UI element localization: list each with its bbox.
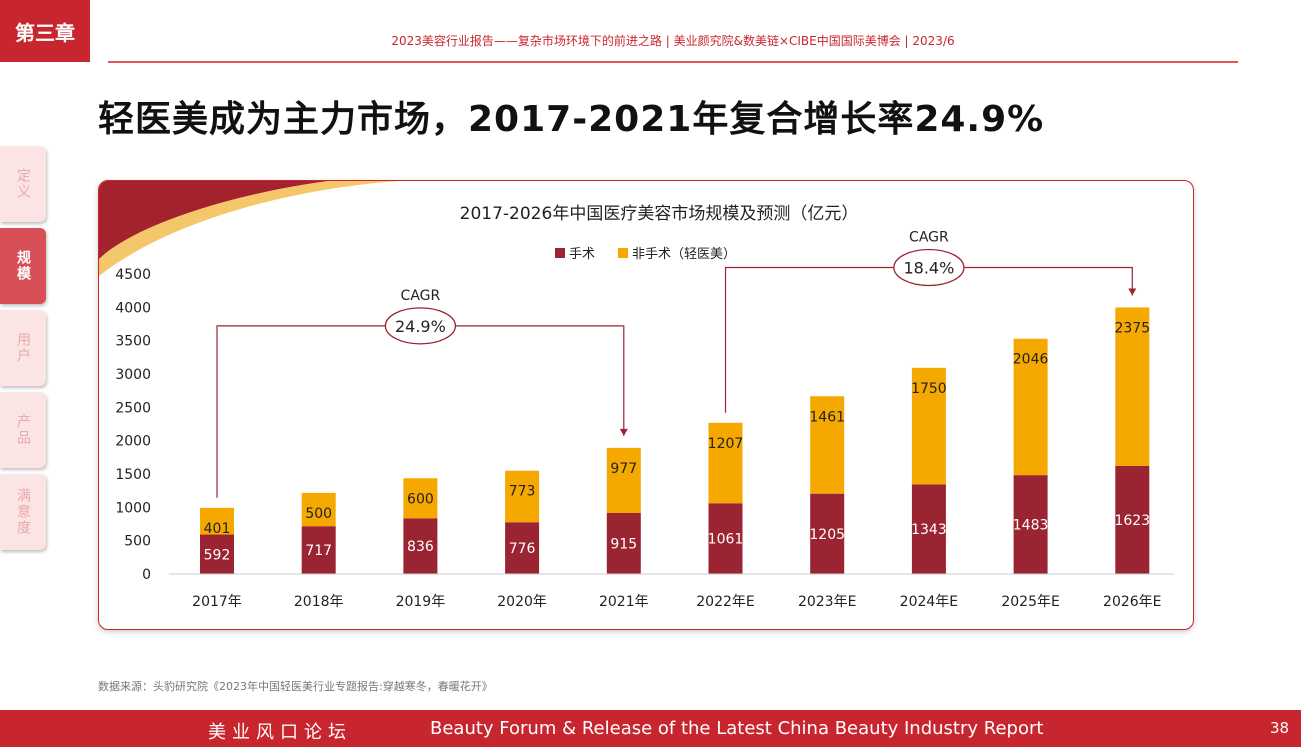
footer-english-title: Beauty Forum & Release of the Latest Chi… [430, 718, 1044, 739]
bar-surgical [403, 518, 438, 574]
x-tick-label: 2017年 [192, 594, 242, 610]
bar-non-surgical [810, 396, 845, 494]
data-label-non-surgical: 773 [509, 484, 536, 500]
data-label-surgical: 836 [407, 539, 434, 555]
bar-non-surgical [301, 492, 336, 527]
y-tick-label: 2500 [115, 400, 151, 416]
side-tab-nav: 定义 规模 用户 产品 满意度 [0, 146, 46, 556]
bar-surgical [708, 503, 743, 574]
cagr-label: CAGR [401, 288, 441, 304]
data-label-surgical: 776 [509, 541, 536, 557]
page-title: 轻医美成为主力市场，2017-2021年复合增长率24.9% [98, 99, 1045, 140]
x-tick-label: 2022年E [696, 594, 754, 610]
cagr-label: CAGR [909, 229, 949, 245]
bar-surgical [200, 534, 234, 574]
bar-non-surgical [708, 422, 743, 504]
side-tab-users[interactable]: 用户 [0, 310, 46, 386]
data-label-surgical: 915 [610, 537, 637, 553]
bar-group: 592 401 717 500 836 600 776 773 915 977 1061 1207 12… [200, 307, 1150, 574]
side-tab-products[interactable]: 产品 [0, 392, 46, 468]
y-tick-label: 2000 [115, 434, 151, 450]
data-label-non-surgical: 401 [204, 521, 231, 537]
bar-surgical [911, 484, 946, 574]
header-text: 2023美容行业报告——复杂市场环境下的前进之路 | 美业颜究院&数美链×CIB… [391, 34, 955, 48]
cagr-value: 24.9% [395, 317, 446, 336]
cagr-ellipse [893, 248, 965, 287]
cagr-ellipse [384, 307, 457, 345]
data-label-non-surgical: 500 [305, 506, 332, 522]
bar-surgical [1013, 475, 1048, 574]
cagr-arrow-head [619, 428, 628, 436]
cagr-bracket [216, 325, 625, 498]
y-tick-label: 4000 [115, 300, 151, 316]
y-tick-label: 0 [142, 567, 151, 583]
header-divider [108, 61, 1238, 63]
chapter-tag: 第三章 [0, 0, 90, 62]
y-axis: 0 500 1000 1500 2000 2500 3000 3500 4000 4500 [115, 267, 151, 583]
corner-swoosh-dark [99, 181, 329, 259]
x-tick-label: 2020年 [497, 594, 547, 610]
legend-label-non-surgical: 非手术（轻医美） [632, 247, 736, 262]
chart-card: 2017-2026年中国医疗美容市场规模及预测（亿元） 手术 非手术（轻医美） 0… [98, 180, 1194, 630]
side-tab-scale[interactable]: 规模 [0, 228, 46, 304]
data-label-non-surgical: 600 [407, 491, 434, 507]
y-tick-label: 3500 [115, 334, 151, 350]
x-tick-label: 2019年 [396, 594, 446, 610]
data-label-surgical: 1205 [809, 527, 845, 543]
y-tick-label: 1500 [115, 467, 151, 483]
market-size-chart: 2017-2026年中国医疗美容市场规模及预测（亿元） 手术 非手术（轻医美） 0… [99, 181, 1174, 610]
x-tick-label: 2018年 [294, 594, 344, 610]
data-source-note: 数据来源：头豹研究院《2023年中国轻医美行业专题报告:穿越寒冬，春暖花开》 [98, 680, 493, 693]
x-tick-label: 2025年E [1001, 594, 1059, 610]
y-tick-label: 500 [124, 534, 151, 550]
x-axis: 2017年 2018年 2019年 2020年 2021年 2022年E 2023年E 202… [169, 573, 1174, 610]
data-label-non-surgical: 1750 [911, 381, 947, 397]
side-tab-satisfaction[interactable]: 满意度 [0, 474, 46, 550]
bar-non-surgical [606, 447, 641, 513]
bar-surgical [1115, 465, 1150, 574]
y-tick-label: 3000 [115, 367, 151, 383]
data-label-non-surgical: 977 [610, 461, 637, 477]
data-label-surgical: 592 [204, 547, 231, 563]
x-tick-label: 2026年E [1103, 594, 1161, 610]
legend-swatch-surgical [555, 248, 565, 258]
bar-non-surgical [200, 507, 234, 535]
footer-chinese-title: 美业风口论坛 [208, 722, 352, 743]
data-label-non-surgical: 2375 [1114, 320, 1150, 336]
chart-title: 2017-2026年中国医疗美容市场规模及预测（亿元） [460, 204, 859, 224]
data-label-surgical: 717 [305, 543, 332, 559]
data-label-non-surgical: 2046 [1013, 352, 1049, 368]
cagr-arrow-head [1128, 288, 1137, 296]
bar-surgical [301, 526, 336, 574]
x-tick-label: 2023年E [798, 594, 856, 610]
bar-surgical [505, 522, 540, 574]
y-tick-label: 4500 [115, 267, 151, 283]
legend-label-surgical: 手术 [569, 247, 595, 262]
bar-surgical [606, 513, 641, 574]
data-label-surgical: 1623 [1114, 513, 1150, 529]
data-label-surgical: 1343 [911, 522, 947, 538]
footer-bar: 美业风口论坛 Beauty Forum & Release of the Lat… [0, 710, 1301, 747]
bar-non-surgical [911, 367, 946, 485]
cagr-value: 18.4% [903, 258, 954, 277]
x-tick-label: 2024年E [900, 594, 958, 610]
data-label-non-surgical: 1207 [708, 436, 744, 452]
bar-non-surgical [1115, 307, 1150, 466]
data-label-surgical: 1483 [1013, 518, 1049, 534]
legend-swatch-non-surgical [618, 248, 628, 258]
bar-non-surgical [403, 478, 438, 519]
x-tick-label: 2021年 [599, 594, 649, 610]
page-number: 38 [1270, 719, 1290, 737]
data-label-surgical: 1061 [708, 532, 744, 548]
data-label-non-surgical: 1461 [809, 409, 845, 425]
y-tick-label: 1000 [115, 500, 151, 516]
chart-legend: 手术 非手术（轻医美） [555, 247, 736, 262]
cagr-annotations: 24.9% CAGR 18.4% CAGR [216, 229, 1137, 498]
side-tab-definition[interactable]: 定义 [0, 146, 46, 222]
bar-non-surgical [1013, 338, 1048, 476]
bar-non-surgical [505, 470, 540, 523]
bar-surgical [810, 493, 845, 574]
corner-swoosh-light [99, 181, 399, 276]
